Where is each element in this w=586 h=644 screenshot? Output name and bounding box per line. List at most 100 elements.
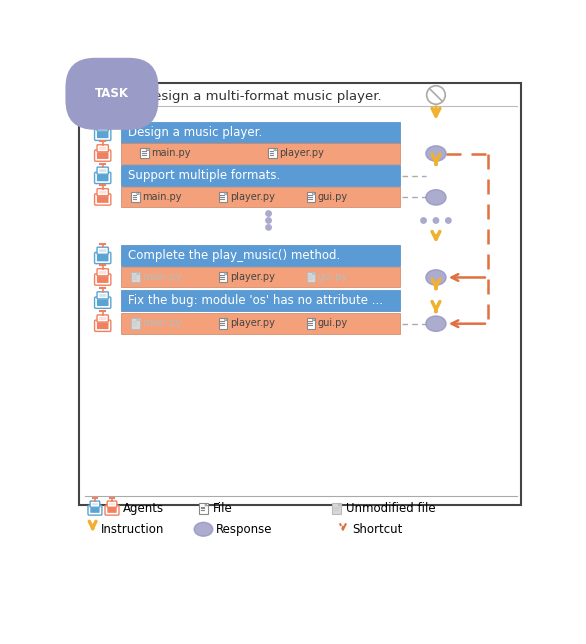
FancyBboxPatch shape: [97, 196, 108, 203]
Circle shape: [445, 218, 451, 223]
Text: Response: Response: [216, 523, 272, 536]
Text: Complete the play_music() method.: Complete the play_music() method.: [128, 249, 340, 262]
FancyBboxPatch shape: [97, 152, 108, 159]
FancyBboxPatch shape: [90, 507, 100, 513]
Polygon shape: [137, 192, 139, 194]
Ellipse shape: [426, 146, 446, 161]
FancyBboxPatch shape: [99, 317, 106, 320]
Text: Design a music player.: Design a music player.: [128, 126, 262, 139]
FancyBboxPatch shape: [121, 245, 400, 266]
FancyBboxPatch shape: [97, 175, 108, 181]
FancyBboxPatch shape: [131, 272, 139, 282]
Polygon shape: [137, 272, 139, 274]
FancyBboxPatch shape: [97, 247, 108, 254]
Polygon shape: [312, 192, 315, 194]
Text: Shortcut: Shortcut: [352, 523, 403, 536]
FancyBboxPatch shape: [92, 503, 98, 505]
FancyBboxPatch shape: [121, 122, 400, 143]
FancyBboxPatch shape: [121, 290, 400, 310]
Polygon shape: [205, 503, 207, 506]
Ellipse shape: [426, 190, 446, 205]
Text: Agents: Agents: [123, 502, 164, 515]
FancyBboxPatch shape: [97, 269, 108, 276]
FancyBboxPatch shape: [94, 252, 111, 263]
FancyBboxPatch shape: [99, 147, 106, 150]
Text: main.py: main.py: [142, 272, 182, 282]
Text: player.py: player.py: [230, 318, 275, 328]
FancyBboxPatch shape: [99, 191, 106, 194]
Polygon shape: [224, 318, 227, 321]
FancyBboxPatch shape: [306, 272, 315, 282]
FancyBboxPatch shape: [121, 187, 400, 207]
Text: TASK: TASK: [95, 88, 129, 100]
Polygon shape: [338, 503, 341, 506]
Circle shape: [266, 225, 271, 230]
FancyBboxPatch shape: [121, 165, 400, 186]
FancyBboxPatch shape: [97, 189, 108, 196]
Circle shape: [421, 218, 426, 223]
FancyBboxPatch shape: [97, 167, 108, 174]
FancyBboxPatch shape: [219, 192, 227, 202]
FancyBboxPatch shape: [219, 272, 227, 282]
Text: main.py: main.py: [142, 192, 182, 202]
FancyBboxPatch shape: [121, 267, 400, 287]
Polygon shape: [224, 272, 227, 274]
FancyBboxPatch shape: [199, 503, 207, 514]
FancyBboxPatch shape: [97, 145, 108, 152]
FancyBboxPatch shape: [107, 501, 117, 507]
FancyBboxPatch shape: [80, 84, 521, 506]
Ellipse shape: [426, 316, 446, 332]
FancyBboxPatch shape: [97, 276, 108, 283]
Text: Instruction: Instruction: [101, 523, 165, 536]
Text: player.py: player.py: [230, 272, 275, 282]
FancyBboxPatch shape: [94, 320, 111, 332]
Text: gui.py: gui.py: [318, 192, 348, 202]
FancyBboxPatch shape: [97, 323, 108, 329]
FancyBboxPatch shape: [94, 129, 111, 140]
Text: Design a multi-format music player.: Design a multi-format music player.: [143, 90, 381, 103]
FancyBboxPatch shape: [121, 313, 400, 334]
Polygon shape: [146, 148, 149, 151]
FancyBboxPatch shape: [97, 315, 108, 322]
FancyBboxPatch shape: [94, 194, 111, 205]
Polygon shape: [137, 318, 139, 321]
FancyBboxPatch shape: [94, 274, 111, 285]
FancyBboxPatch shape: [131, 192, 139, 202]
FancyBboxPatch shape: [105, 506, 119, 515]
FancyBboxPatch shape: [306, 318, 315, 328]
Text: player.py: player.py: [230, 192, 275, 202]
Circle shape: [266, 211, 271, 216]
FancyBboxPatch shape: [332, 503, 341, 514]
Text: File: File: [213, 502, 233, 515]
Polygon shape: [312, 318, 315, 321]
FancyBboxPatch shape: [97, 292, 108, 299]
FancyBboxPatch shape: [99, 169, 106, 172]
Text: Unmodified file: Unmodified file: [346, 502, 435, 515]
Polygon shape: [274, 148, 277, 151]
FancyBboxPatch shape: [99, 126, 106, 129]
Polygon shape: [312, 272, 315, 274]
FancyBboxPatch shape: [268, 148, 277, 158]
Text: main.py: main.py: [152, 148, 191, 158]
FancyBboxPatch shape: [99, 249, 106, 252]
FancyBboxPatch shape: [109, 503, 115, 505]
Text: player.py: player.py: [280, 148, 324, 158]
FancyBboxPatch shape: [94, 172, 111, 184]
FancyBboxPatch shape: [97, 131, 108, 138]
FancyBboxPatch shape: [94, 150, 111, 161]
FancyBboxPatch shape: [219, 318, 227, 328]
Circle shape: [433, 218, 439, 223]
Polygon shape: [224, 192, 227, 194]
FancyBboxPatch shape: [99, 294, 106, 297]
FancyBboxPatch shape: [99, 271, 106, 274]
Circle shape: [266, 218, 271, 223]
Text: main.py: main.py: [142, 318, 182, 328]
FancyBboxPatch shape: [131, 318, 139, 328]
FancyBboxPatch shape: [97, 254, 108, 261]
Text: Support multiple formats.: Support multiple formats.: [128, 169, 280, 182]
FancyBboxPatch shape: [97, 299, 108, 306]
Circle shape: [427, 86, 445, 104]
FancyBboxPatch shape: [121, 143, 400, 164]
Ellipse shape: [194, 522, 213, 536]
FancyBboxPatch shape: [306, 192, 315, 202]
